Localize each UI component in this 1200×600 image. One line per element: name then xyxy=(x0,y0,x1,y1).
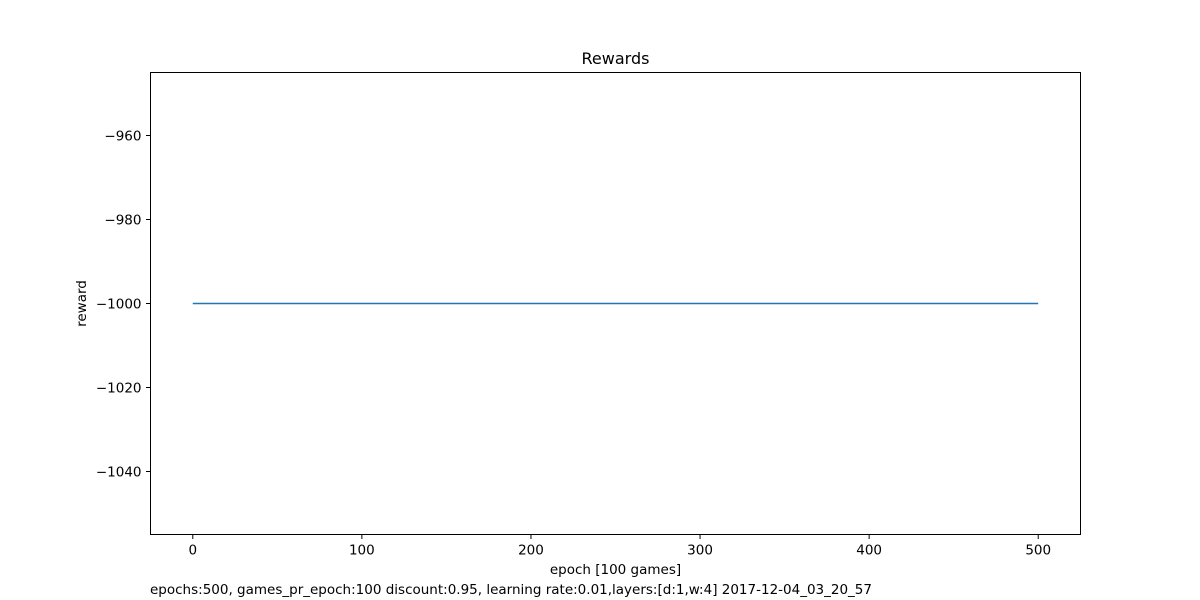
y-axis-label: reward xyxy=(74,280,90,327)
x-axis-label: epoch [100 games] xyxy=(550,562,681,578)
run-parameters-caption: epochs:500, games_pr_epoch:100 discount:… xyxy=(150,582,872,598)
x-tick-label: 500 xyxy=(1025,543,1051,559)
x-axis-ticks: 0 100 200 300 400 500 xyxy=(188,534,1051,559)
y-tick-label: −1000 xyxy=(96,297,142,313)
y-tick-label: −980 xyxy=(104,213,141,229)
x-tick-label: 400 xyxy=(856,543,882,559)
y-axis-ticks: −960 −980 −1000 −1020 −1040 xyxy=(96,129,151,481)
chart-title: Rewards xyxy=(582,49,650,68)
x-tick-label: 0 xyxy=(188,543,197,559)
y-tick-label: −1040 xyxy=(96,465,142,481)
y-tick-label: −1020 xyxy=(96,381,142,397)
x-tick-label: 200 xyxy=(518,543,544,559)
x-tick-label: 100 xyxy=(349,543,375,559)
y-tick-label: −960 xyxy=(104,129,141,145)
x-tick-label: 300 xyxy=(687,543,713,559)
